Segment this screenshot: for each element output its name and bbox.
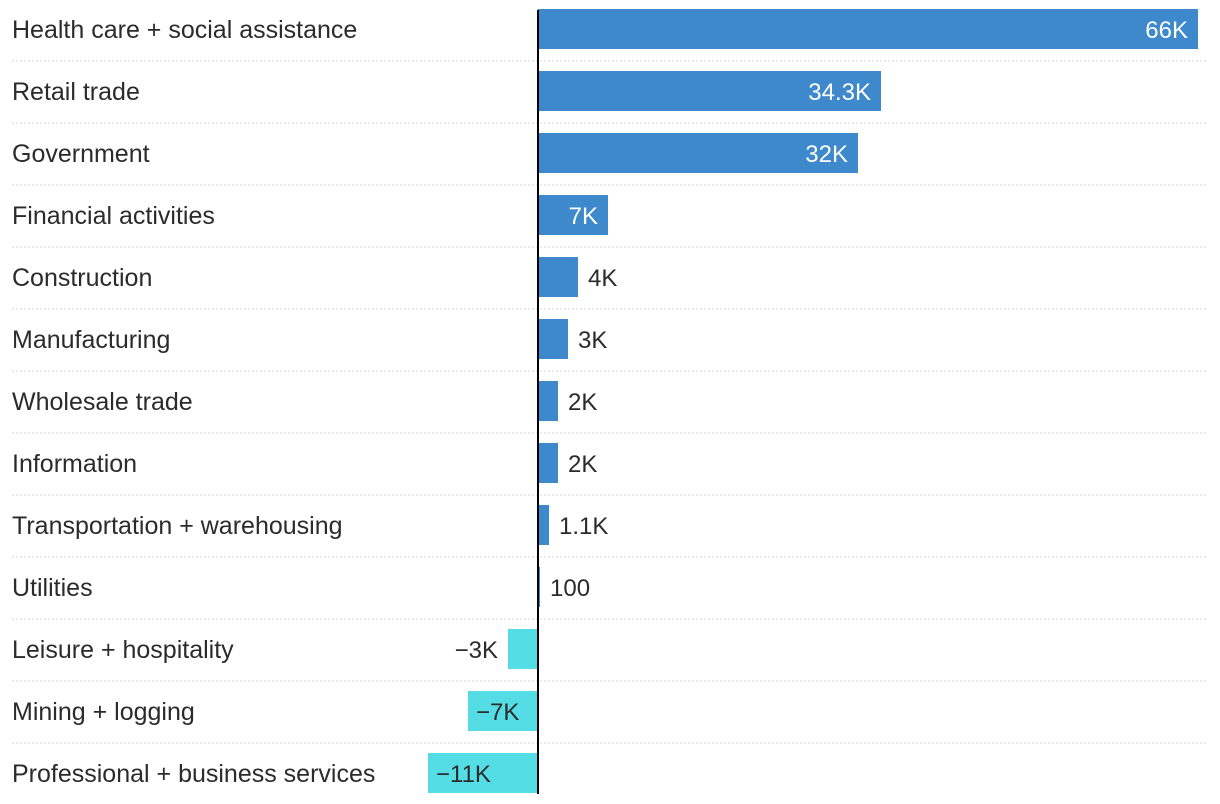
data-label: 1.1K	[559, 513, 608, 540]
data-label: 4K	[588, 265, 617, 292]
data-label: 34.3K	[808, 79, 871, 106]
data-label: 3K	[578, 327, 607, 354]
category-label: Wholesale trade	[12, 388, 193, 416]
bar	[538, 381, 558, 421]
category-label: Retail trade	[12, 78, 140, 106]
category-label: Mining + logging	[12, 698, 195, 726]
category-label: Construction	[12, 264, 152, 292]
bar	[468, 691, 538, 731]
data-label: −7K	[476, 699, 519, 726]
category-label: Utilities	[12, 574, 93, 602]
bar	[538, 443, 558, 483]
data-label: 2K	[568, 389, 597, 416]
data-label: −11K	[436, 761, 491, 788]
category-label: Health care + social assistance	[12, 16, 357, 44]
bar	[428, 753, 538, 793]
bar	[538, 505, 549, 545]
data-label: 7K	[569, 203, 598, 230]
bar	[538, 195, 608, 235]
category-label: Leisure + hospitality	[12, 636, 234, 664]
data-label: 2K	[568, 451, 597, 478]
data-label: 32K	[805, 141, 848, 168]
bar	[508, 629, 538, 669]
data-label: 66K	[1145, 17, 1188, 44]
data-label: −3K	[455, 637, 498, 664]
category-label: Transportation + warehousing	[12, 512, 343, 540]
category-label: Government	[12, 140, 150, 168]
category-label: Financial activities	[12, 202, 215, 230]
bar	[538, 133, 858, 173]
bar	[538, 257, 578, 297]
category-label: Information	[12, 450, 137, 478]
bar	[538, 9, 1198, 49]
bar	[538, 71, 881, 111]
bar	[538, 319, 568, 359]
category-label: Manufacturing	[12, 326, 170, 354]
category-label: Professional + business services	[12, 760, 375, 788]
data-label: 100	[550, 575, 590, 602]
